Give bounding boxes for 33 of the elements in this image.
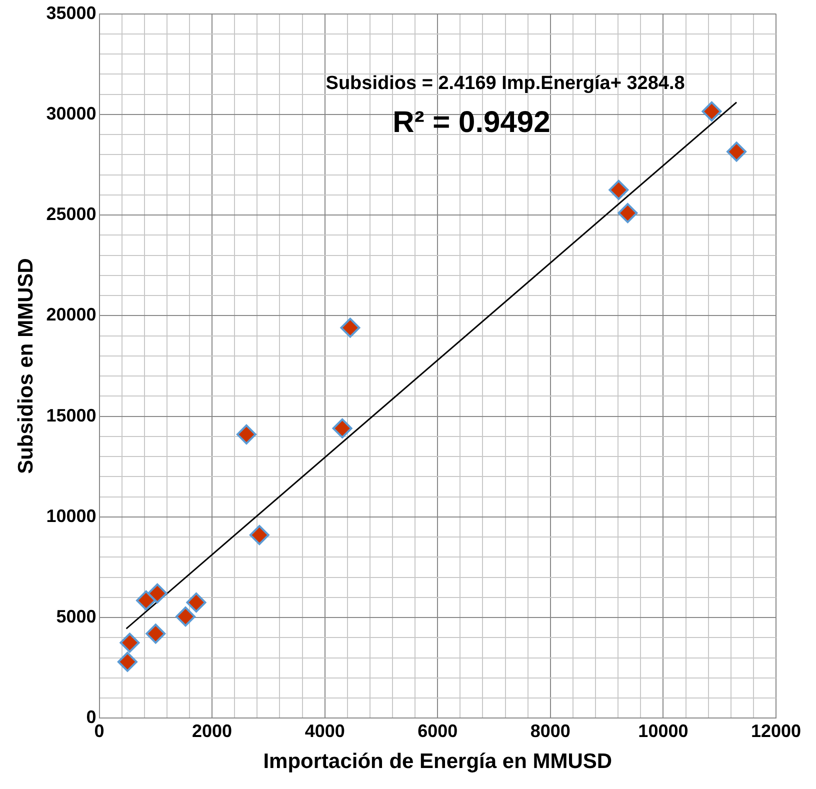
point: [236, 424, 256, 444]
y-tick-label: 25000: [46, 204, 96, 224]
x-tick-label: 2000: [192, 720, 232, 741]
y-tick-label: 0: [86, 707, 96, 728]
point: [618, 203, 638, 224]
point: [176, 606, 196, 627]
point: [726, 142, 747, 162]
y-tick-label: 35000: [46, 2, 96, 23]
annotation: R² = 0.9492: [392, 106, 550, 140]
x-axis-title: Importación de Energía en MMUSD: [263, 750, 612, 774]
point: [186, 592, 206, 612]
y-tick-label: 20000: [46, 304, 96, 325]
y-axis-title: Subsidios en MMUSD: [14, 258, 38, 474]
point: [147, 583, 168, 604]
point: [249, 525, 270, 546]
x-tick-label: 10000: [638, 720, 688, 741]
x-tick-label: 8000: [530, 720, 570, 741]
y-tick-label: 10000: [46, 506, 96, 526]
point: [608, 180, 629, 200]
point: [120, 632, 140, 653]
point: [117, 652, 138, 672]
point: [332, 418, 352, 438]
point: [702, 101, 722, 122]
point: [340, 318, 360, 338]
x-tick-label: 6000: [418, 720, 458, 741]
y-tick-label: 30000: [46, 103, 96, 124]
y-tick-label: 5000: [56, 606, 96, 627]
annotation: Subsidios = 2.4169 Imp.Energía+ 3284.8: [326, 73, 685, 94]
point: [136, 590, 156, 610]
point: [146, 624, 166, 644]
x-tick-label: 4000: [304, 720, 345, 741]
x-tick-label: 12000: [750, 720, 802, 741]
y-tick-label: 15000: [46, 405, 96, 426]
